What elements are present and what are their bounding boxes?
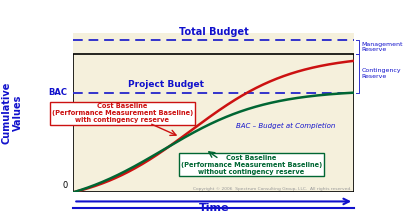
Text: 0: 0 [62,181,68,189]
Text: Contingency
Reserve: Contingency Reserve [361,68,401,79]
Text: Cost Baseline
(Performance Measurement Baseline)
with contingency reserve: Cost Baseline (Performance Measurement B… [52,103,193,123]
Text: Cost Baseline
(Performance Measurement Baseline)
without contingency reserve: Cost Baseline (Performance Measurement B… [181,155,322,175]
Text: Total Budget: Total Budget [179,27,248,37]
Text: Copyright © 2006  Spectrum Consulting Group, LLC.  All rights reserved.: Copyright © 2006 Spectrum Consulting Gro… [193,187,351,191]
Text: Cumulative
Values: Cumulative Values [2,82,23,144]
Text: BAC – Budget at Completion: BAC – Budget at Completion [236,123,336,129]
Text: Management
Reserve: Management Reserve [361,42,403,52]
Text: Project Budget: Project Budget [128,80,204,89]
Text: BAC: BAC [49,88,68,97]
Text: Time: Time [199,203,229,213]
